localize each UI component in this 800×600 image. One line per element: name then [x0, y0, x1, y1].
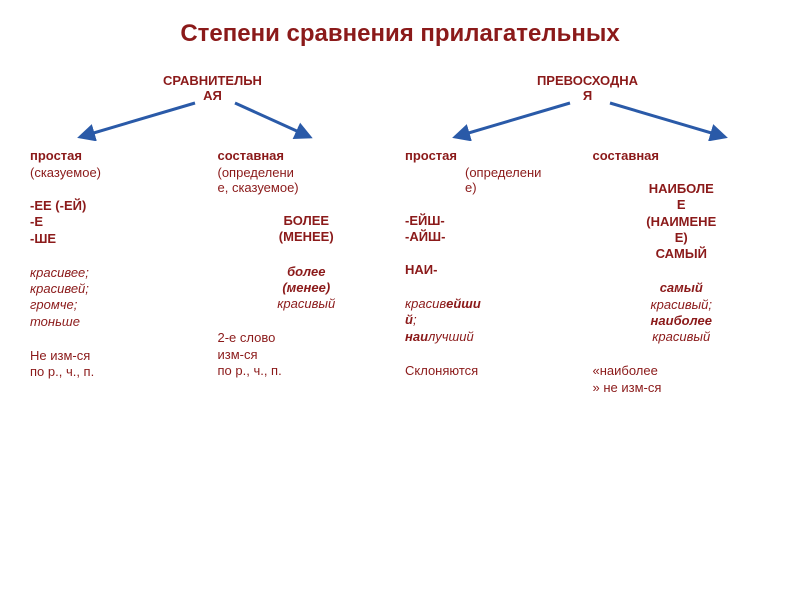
text-line: красивее;	[30, 265, 208, 281]
text-line: Склоняются	[405, 363, 583, 379]
right-col-0: простая (определение) -ЕЙШ--АЙШ- НАИ-краси…	[405, 148, 583, 414]
text-block: «наиболее» не изм-ся	[593, 363, 771, 396]
text-block: 2-е словоизм-сяпо р., ч., п.	[218, 330, 396, 379]
text-line: «наиболее	[593, 363, 771, 379]
text-line: красивый;	[593, 297, 771, 313]
text-line: тоньше	[30, 314, 208, 330]
text-line: 2-е слово	[218, 330, 396, 346]
text-line: Е	[593, 197, 771, 213]
text-line: наиболее	[593, 313, 771, 329]
text-block: более(менее)красивый	[218, 264, 396, 313]
text-line: -ШЕ	[30, 231, 208, 247]
text-line: изм-ся	[218, 347, 396, 363]
text-line: -ЕЙШ-	[405, 213, 583, 229]
text-line: БОЛЕЕ	[218, 213, 396, 229]
diagram-root: СРАВНИТЕЛЬНАЯ простая (сказуемое) -ЕЕ (-ЕЙ…	[30, 73, 770, 414]
page-title: Степени сравнения прилагательных	[30, 20, 770, 48]
text-line: красивейши	[405, 296, 583, 312]
text-line: САМЫЙ	[593, 246, 771, 262]
text-line: НАИ-	[405, 262, 583, 278]
left-col-0: простая (сказуемое) -ЕЕ (-ЕЙ)-Е-ШЕ красивее…	[30, 148, 208, 398]
sub-title: простая	[405, 148, 583, 163]
text-block: самыйкрасивый;наиболеекрасивый	[593, 280, 771, 345]
text-line: Е)	[593, 230, 771, 246]
sub-title: простая	[30, 148, 208, 163]
left-col-1: составная (определение, сказуемое) БОЛЕЕ(М…	[218, 148, 396, 398]
text-line: красивый	[593, 329, 771, 345]
text-block: НАИБОЛЕЕ(НАИМЕНЕЕ)САМЫЙ	[593, 181, 771, 262]
right-header: ПРЕВОСХОДНАЯ	[405, 73, 770, 103]
text-block: Не изм-ся по р., ч., п.	[30, 348, 208, 381]
text-line: (менее)	[218, 280, 396, 296]
text-line: й;	[405, 312, 583, 328]
text-line: НАИБОЛЕ	[593, 181, 771, 197]
text-block: -ЕЕ (-ЕЙ)-Е-ШЕ	[30, 198, 208, 247]
text-block: красивейший;наилучший	[405, 296, 583, 345]
text-line: по р., ч., п.	[30, 364, 208, 380]
text-block: БОЛЕЕ(МЕНЕЕ)	[218, 213, 396, 246]
right-col-1: составнаяНАИБОЛЕЕ(НАИМЕНЕЕ)САМЫЙсамыйкра…	[593, 148, 771, 414]
text-line: -АЙШ-	[405, 229, 583, 245]
text-line: громче;	[30, 297, 208, 313]
sub-note: (определение, сказуемое)	[218, 165, 396, 195]
text-block: Склоняются	[405, 363, 583, 379]
sub-note: (определение)	[405, 165, 583, 195]
text-line: более	[218, 264, 396, 280]
sub-title: составная	[218, 148, 396, 163]
left-arrows	[30, 101, 400, 141]
text-line: -ЕЕ (-ЕЙ)	[30, 198, 208, 214]
text-line: -Е	[30, 214, 208, 230]
text-line	[405, 246, 583, 262]
left-header: СРАВНИТЕЛЬНАЯ	[30, 73, 395, 103]
text-block: -ЕЙШ--АЙШ- НАИ-	[405, 213, 583, 278]
left-branch: СРАВНИТЕЛЬНАЯ простая (сказуемое) -ЕЕ (-ЕЙ…	[30, 73, 395, 414]
text-line: наилучший	[405, 329, 583, 345]
text-line: по р., ч., п.	[218, 363, 396, 379]
sub-note: (сказуемое)	[30, 165, 208, 180]
text-line: (НАИМЕНЕ	[593, 214, 771, 230]
text-line: самый	[593, 280, 771, 296]
sub-title: составная	[593, 148, 771, 163]
text-line: » не изм-ся	[593, 380, 771, 396]
right-arrows	[405, 101, 775, 141]
text-block: красивее;красивей;громче;тоньше	[30, 265, 208, 330]
text-line: красивый	[218, 296, 396, 312]
text-line: (МЕНЕЕ)	[218, 229, 396, 245]
text-line: Не изм-ся	[30, 348, 208, 364]
right-branch: ПРЕВОСХОДНАЯ простая (определение) -ЕЙШ--А…	[405, 73, 770, 414]
text-line: красивей;	[30, 281, 208, 297]
